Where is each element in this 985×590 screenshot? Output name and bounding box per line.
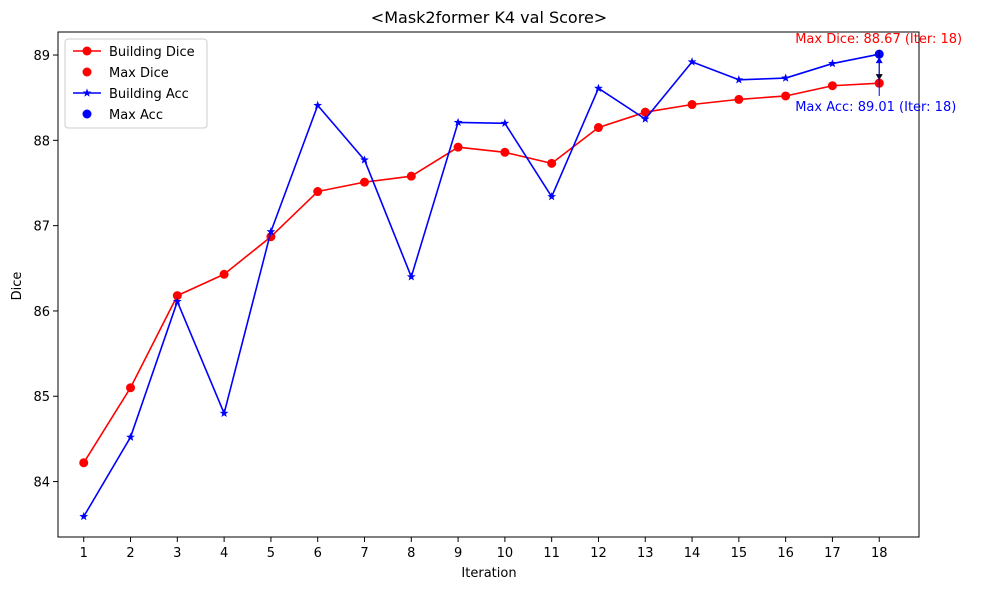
plot-area: 1 2 3 4 5 6 7 8 9 10 11 12 13 14 15 16 17 18848586878889M… <box>33 31 962 561</box>
x-tick-label: 4 <box>220 546 228 561</box>
data-point-building-dice <box>219 269 229 279</box>
x-tick-label: 7 <box>360 546 368 561</box>
data-point-building-dice <box>313 187 323 197</box>
data-point-building-acc <box>640 114 650 123</box>
data-point-building-acc <box>547 192 557 201</box>
data-point-building-dice <box>126 383 136 393</box>
data-point-building-acc <box>219 408 229 418</box>
x-tick-label: 10 <box>497 546 514 561</box>
data-point-building-acc <box>266 227 276 236</box>
x-tick-label: 9 <box>454 546 462 561</box>
data-point-building-acc <box>594 83 603 93</box>
data-point-building-dice <box>593 123 603 133</box>
data-point-building-acc <box>734 75 744 84</box>
data-point-building-dice <box>500 147 510 157</box>
data-point-building-dice <box>734 94 744 104</box>
data-point-building-acc <box>828 58 837 68</box>
y-tick-label: 85 <box>33 390 50 405</box>
y-axis-label: Dice <box>10 272 25 301</box>
x-tick-label: 6 <box>314 546 322 561</box>
legend: Building Dice Max Dice Building Acc Max … <box>64 38 208 129</box>
x-tick-label: 11 <box>543 546 560 561</box>
data-point-building-acc <box>453 117 463 127</box>
y-tick-label: 87 <box>33 220 50 235</box>
data-point-building-acc <box>687 57 697 66</box>
legend-label-max-acc: Max Acc <box>109 108 163 123</box>
legend-label-building-acc: Building Acc <box>109 87 189 102</box>
legend-marker-building-acc <box>82 88 92 97</box>
x-tick-label: 2 <box>126 546 134 561</box>
legend-label-building-dice: Building Dice <box>109 45 195 60</box>
data-point-building-dice <box>687 100 697 110</box>
data-point-building-acc <box>172 296 182 306</box>
data-point-building-acc <box>126 432 135 441</box>
data-point-building-dice <box>453 142 463 152</box>
data-point-building-acc <box>313 100 323 110</box>
data-point-building-dice <box>640 107 650 117</box>
x-tick-label: 3 <box>173 546 181 561</box>
data-point-building-acc <box>360 155 369 164</box>
x-axis-label: Iteration <box>461 566 516 581</box>
x-tick-label: 17 <box>824 546 841 561</box>
chart-title: <Mask2former K4 val Score> <box>371 8 607 27</box>
data-point-building-acc <box>406 272 416 281</box>
data-point-building-acc <box>781 73 791 82</box>
annotation-arrowhead-max-acc <box>875 57 883 64</box>
y-tick-label: 84 <box>33 476 50 491</box>
annotation-max-acc: Max Acc: 89.01 (Iter: 18) <box>795 100 956 115</box>
data-point-building-dice <box>359 177 369 187</box>
plot-frame <box>57 31 920 538</box>
x-tick-label: 5 <box>267 546 275 561</box>
x-tick-label: 8 <box>407 546 415 561</box>
x-tick-label: 14 <box>684 546 701 561</box>
legend-marker-max-dice <box>82 67 92 77</box>
legend-marker-max-acc <box>82 109 92 119</box>
y-tick-label: 88 <box>33 134 50 149</box>
data-point-building-acc <box>500 118 510 127</box>
series-line-building-acc <box>83 53 880 517</box>
x-tick-label: 16 <box>777 546 794 561</box>
x-tick-label: 12 <box>590 546 607 561</box>
data-point-building-dice <box>547 158 557 168</box>
legend-label-max-dice: Max Dice <box>109 66 169 81</box>
data-point-building-dice <box>781 91 791 101</box>
data-point-building-dice <box>172 291 182 301</box>
data-point-building-dice <box>79 458 89 468</box>
x-tick-label: 1 <box>80 546 88 561</box>
annotation-max-dice: Max Dice: 88.67 (Iter: 18) <box>795 32 962 47</box>
x-tick-label: 15 <box>731 546 748 561</box>
legend-box <box>64 38 208 129</box>
x-tick-label: 13 <box>637 546 654 561</box>
y-tick-label: 89 <box>33 49 50 64</box>
y-tick-label: 86 <box>33 305 50 320</box>
data-point-building-dice <box>406 171 416 181</box>
legend-marker-building-dice <box>82 46 92 56</box>
data-point-building-acc <box>79 511 89 521</box>
data-point-building-dice <box>827 81 837 91</box>
x-tick-label: 18 <box>871 546 888 561</box>
series-line-building-dice <box>83 82 880 464</box>
